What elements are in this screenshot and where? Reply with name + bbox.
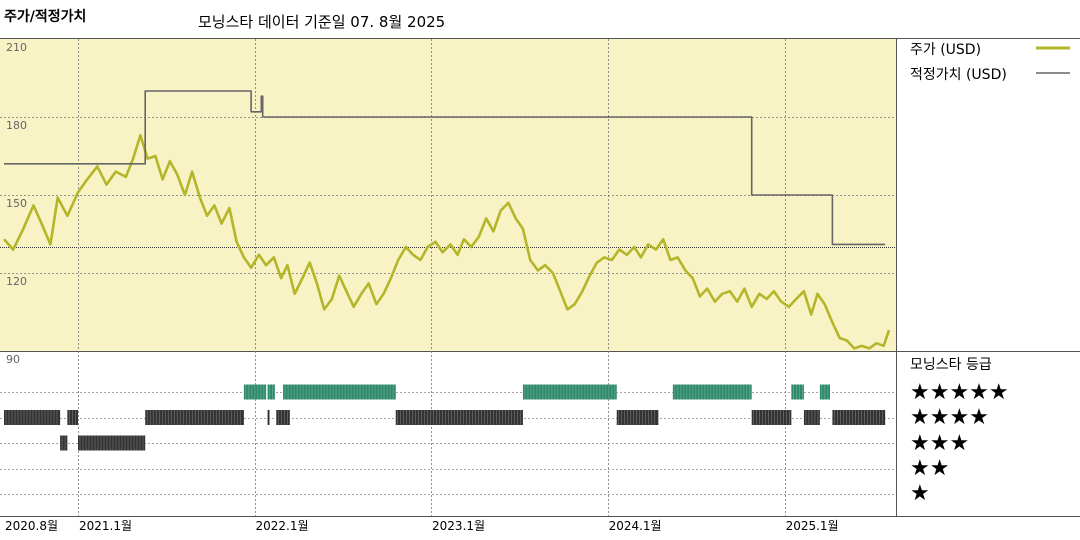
x-tick-labels: 2020.8월 2021.1월 2022.1월 2023.1월 2024.1월 2025.… [5, 519, 839, 533]
y-tick-label: 150 [6, 197, 27, 210]
price-panel-background [0, 38, 896, 351]
fair-value-line [4, 90, 886, 246]
rating-label-2: ★★ [910, 456, 949, 481]
x-tick-label: 2024.1월 [609, 519, 662, 533]
legend: 주가 (USD) 적정가치 (USD) 모닝스타 등급 ★★★★★ ★★★★ ★… [910, 42, 1070, 506]
rating-bar-5-star [243, 384, 267, 400]
rating-bar-4-star [4, 410, 61, 425]
rating-label-5: ★★★★★ [910, 380, 1009, 405]
rating-bar-4-star [267, 410, 270, 425]
y-tick-label: 210 [6, 41, 27, 54]
y-tick-label: 120 [6, 275, 27, 288]
legend-fairvalue-label: 적정가치 (USD) [910, 67, 1007, 83]
rating-title: 모닝스타 등급 [910, 357, 992, 373]
series-layer [3, 90, 891, 350]
rating-bars [4, 384, 886, 451]
y-tick-labels: 210 180 150 120 90 [6, 41, 27, 366]
rating-bar-4-star [276, 410, 290, 425]
rating-bar-5-star [672, 384, 752, 400]
rating-bar-5-star [283, 384, 396, 400]
rating-bar-4-star [803, 410, 820, 425]
chart-subtitle: 모닝스타 데이터 기준일 07. 8월 2025 [198, 13, 446, 31]
rating-bar-4-star [67, 410, 78, 425]
rating-bar-5-star [791, 384, 804, 400]
x-tick-label: 2020.8월 [5, 519, 58, 533]
rating-label-3: ★★★ [910, 431, 969, 456]
chart-title: 주가/적정가치 [4, 9, 87, 25]
rating-bar-4-star [751, 410, 792, 425]
x-tick-label: 2022.1월 [256, 519, 309, 533]
rating-bar-4-star [145, 410, 244, 425]
rating-label-4: ★★★★ [910, 405, 989, 430]
rating-bar-5-star [819, 384, 831, 400]
y-tick-label: 90 [6, 353, 20, 366]
price-line [3, 133, 891, 350]
rating-bar-4-star [616, 410, 659, 425]
rating-bar-3-star [77, 435, 146, 451]
legend-price-label: 주가 (USD) [910, 42, 981, 58]
rating-label-1: ★ [910, 481, 930, 506]
y-tick-label: 180 [6, 119, 27, 132]
rating-bar-4-star [395, 410, 523, 425]
rating-bar-5-star [267, 384, 275, 400]
x-tick-label: 2021.1월 [79, 519, 132, 533]
x-tick-label: 2025.1월 [786, 519, 839, 533]
x-tick-label: 2023.1월 [432, 519, 485, 533]
rating-bar-5-star [522, 384, 617, 400]
rating-bar-3-star [60, 435, 68, 451]
rating-bar-4-star [832, 410, 886, 425]
